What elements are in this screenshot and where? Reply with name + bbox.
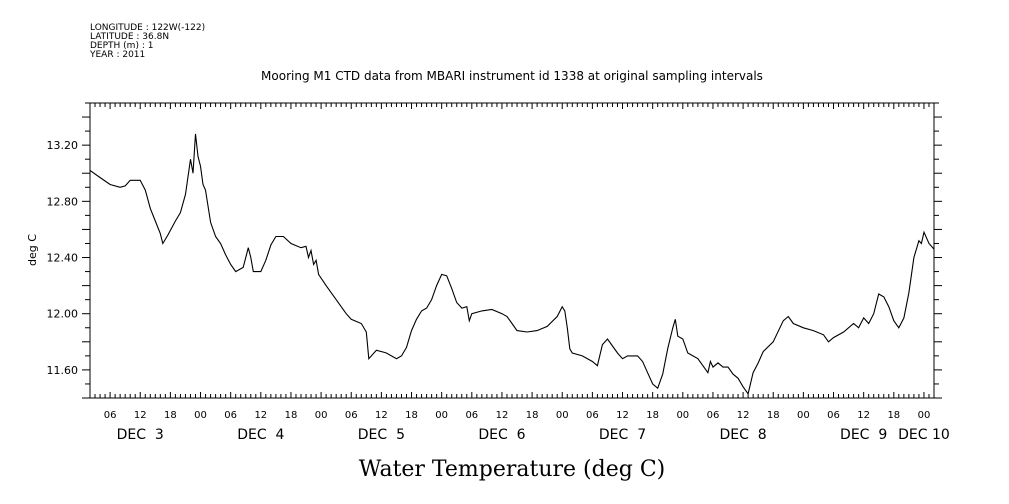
x-day-label: DEC 9 xyxy=(840,427,887,443)
x-hour-label: 18 xyxy=(285,410,298,421)
y-tick-label: 12.80 xyxy=(47,195,79,208)
y-tick-label: 11.60 xyxy=(47,364,79,377)
x-hour-label: 18 xyxy=(526,410,539,421)
x-day-label: DEC 4 xyxy=(237,427,284,443)
year-label: YEAR : 2011 xyxy=(89,50,145,60)
series-line xyxy=(89,133,935,396)
x-hour-label: 12 xyxy=(737,410,750,421)
x-hour-label: 12 xyxy=(857,410,870,421)
x-hour-label: 12 xyxy=(254,410,267,421)
x-hour-label: 12 xyxy=(375,410,388,421)
x-hour-label: 00 xyxy=(918,410,931,421)
axis-ticks xyxy=(82,102,942,399)
x-day-label: DEC 10 xyxy=(898,427,950,443)
x-hour-label: 06 xyxy=(345,410,358,421)
x-hour-label: 12 xyxy=(496,410,509,421)
x-hour-label: 00 xyxy=(315,410,328,421)
x-axis-label: Water Temperature (deg C) xyxy=(359,457,666,482)
chart-title: Mooring M1 CTD data from MBARI instrumen… xyxy=(261,69,763,83)
x-hour-label: 00 xyxy=(435,410,448,421)
y-tick-label: 13.20 xyxy=(47,139,79,152)
x-hour-label: 06 xyxy=(104,410,117,421)
x-hour-label: 18 xyxy=(405,410,418,421)
plot-frame xyxy=(89,102,935,399)
x-hour-label: 00 xyxy=(797,410,810,421)
x-hour-label: 06 xyxy=(586,410,599,421)
y-tick-label: 12.00 xyxy=(47,308,79,321)
x-hour-label: 18 xyxy=(887,410,900,421)
latitude-label: LATITUDE : 36.8N xyxy=(90,32,169,42)
x-day-label: DEC 6 xyxy=(478,427,525,443)
longitude-label: LONGITUDE : 122W(-122) xyxy=(90,23,205,33)
x-day-label: DEC 8 xyxy=(719,427,766,443)
x-day-label: DEC 7 xyxy=(599,427,646,443)
x-hour-label: 18 xyxy=(164,410,177,421)
x-hour-label: 00 xyxy=(676,410,689,421)
x-hour-label: 06 xyxy=(827,410,840,421)
x-day-label: DEC 3 xyxy=(117,427,164,443)
x-hour-label: 06 xyxy=(707,410,720,421)
y-tick-labels: 11.60 12.00 12.40 12.80 13.20 xyxy=(47,139,79,377)
x-hour-label: 06 xyxy=(224,410,237,421)
x-hour-label: 06 xyxy=(465,410,478,421)
x-day-label: DEC 5 xyxy=(358,427,405,443)
x-hour-label: 12 xyxy=(134,410,147,421)
x-hour-label: 00 xyxy=(194,410,207,421)
x-hour-label: 18 xyxy=(767,410,780,421)
x-hour-label: 00 xyxy=(556,410,569,421)
y-tick-label: 12.40 xyxy=(47,252,79,265)
depth-label: DEPTH (m) : 1 xyxy=(90,41,153,51)
x-hour-label: 18 xyxy=(646,410,659,421)
x-tick-labels: 06 12 18 00 06 12 18 00 06 12 18 00 06 12 18 00 06 12 18 00… xyxy=(104,410,950,443)
y-axis-label: deg C xyxy=(26,234,39,266)
x-hour-label: 12 xyxy=(616,410,629,421)
